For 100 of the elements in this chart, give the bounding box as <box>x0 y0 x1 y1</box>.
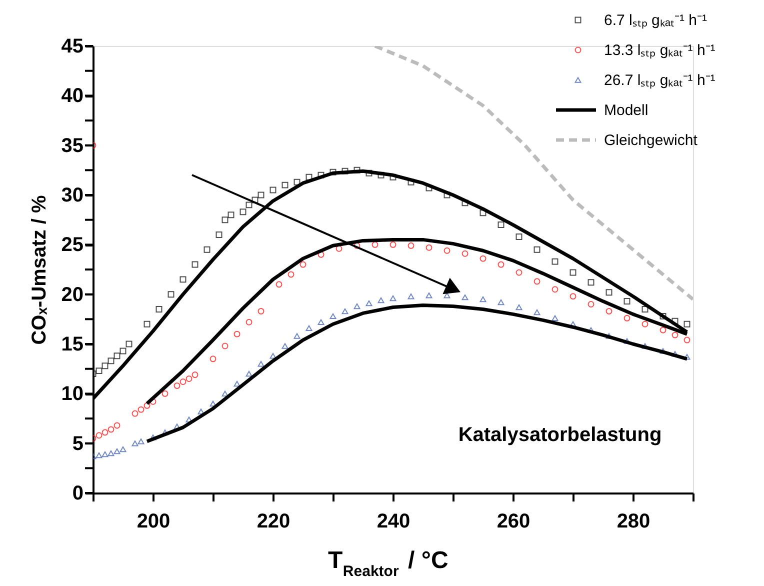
point <box>246 370 252 377</box>
point <box>642 320 648 328</box>
annotation: Katalysatorbelastung <box>458 424 662 446</box>
point <box>570 293 576 300</box>
x-tick-label: 280 <box>616 510 650 532</box>
point <box>240 208 246 216</box>
point <box>498 299 504 306</box>
point <box>246 202 252 208</box>
x-tick-label: 200 <box>136 510 170 532</box>
point <box>516 269 522 276</box>
point <box>498 261 504 268</box>
point <box>102 362 108 370</box>
point <box>102 429 108 436</box>
point <box>96 368 102 374</box>
point <box>354 242 360 249</box>
y-tick-label: 40 <box>61 85 84 108</box>
x-tick-label: 220 <box>256 510 290 532</box>
point <box>390 241 396 248</box>
point <box>108 426 114 433</box>
point <box>282 182 288 188</box>
point <box>252 196 258 204</box>
point <box>408 242 414 249</box>
point <box>426 244 432 251</box>
y-tick-label: 5 <box>72 432 84 455</box>
point <box>534 309 540 316</box>
point <box>168 291 174 298</box>
point <box>342 168 348 174</box>
point <box>462 250 468 257</box>
point <box>318 251 324 258</box>
point <box>516 304 522 310</box>
point <box>624 298 630 305</box>
point <box>126 340 132 348</box>
point <box>216 231 222 238</box>
point <box>336 245 342 252</box>
point <box>192 372 198 378</box>
y-tick-label: 30 <box>61 184 84 206</box>
point <box>672 332 678 338</box>
point <box>462 294 468 300</box>
legend-label: Gleichgewicht <box>604 132 698 149</box>
point <box>354 166 360 174</box>
point <box>138 438 144 444</box>
point <box>138 406 144 413</box>
point <box>270 186 276 194</box>
point <box>228 212 234 218</box>
point <box>366 300 372 306</box>
point <box>288 271 294 278</box>
y-tick-label: 0 <box>72 482 84 504</box>
point <box>186 416 192 422</box>
point <box>192 261 198 268</box>
y-tick-label: 10 <box>61 383 84 406</box>
point <box>306 174 312 180</box>
point <box>282 343 288 349</box>
point <box>588 279 594 286</box>
point <box>222 342 228 350</box>
point <box>642 306 648 312</box>
point <box>156 306 162 312</box>
point <box>330 313 336 320</box>
legend-label: Modell <box>604 102 648 119</box>
point <box>462 200 468 206</box>
point <box>672 318 678 324</box>
point <box>408 293 414 300</box>
point <box>114 448 120 454</box>
point <box>132 410 138 417</box>
point <box>144 320 150 328</box>
point <box>96 432 102 439</box>
point <box>276 281 282 288</box>
point <box>534 246 540 253</box>
point <box>318 319 324 326</box>
point <box>222 390 228 397</box>
point <box>552 315 558 322</box>
point <box>120 446 126 452</box>
point <box>588 301 594 308</box>
point <box>606 308 612 314</box>
point <box>606 289 612 296</box>
point <box>390 295 396 302</box>
legend-label: 26.7 lₛₜₚ gₖₐₜ⁻¹ h⁻¹ <box>604 72 716 89</box>
point <box>180 378 186 385</box>
point <box>210 400 216 406</box>
point <box>342 308 348 314</box>
point <box>270 353 276 359</box>
point <box>258 360 264 367</box>
point <box>480 210 486 216</box>
point <box>426 292 432 298</box>
point <box>660 326 666 334</box>
point <box>174 382 180 389</box>
point <box>210 356 216 362</box>
point <box>480 296 486 302</box>
y-tick-label: 25 <box>61 234 84 256</box>
point <box>444 192 450 198</box>
point <box>144 402 150 409</box>
y-tick-label: 35 <box>61 134 84 157</box>
point <box>180 276 186 283</box>
point <box>108 450 114 456</box>
x-tick-label: 260 <box>496 510 530 532</box>
point <box>330 168 336 176</box>
point <box>306 325 312 331</box>
point <box>294 178 300 186</box>
point <box>258 192 264 198</box>
legend-label: 13.3 lₛₜₚ gₖₐₜ⁻¹ h⁻¹ <box>604 42 716 59</box>
point <box>132 440 138 446</box>
